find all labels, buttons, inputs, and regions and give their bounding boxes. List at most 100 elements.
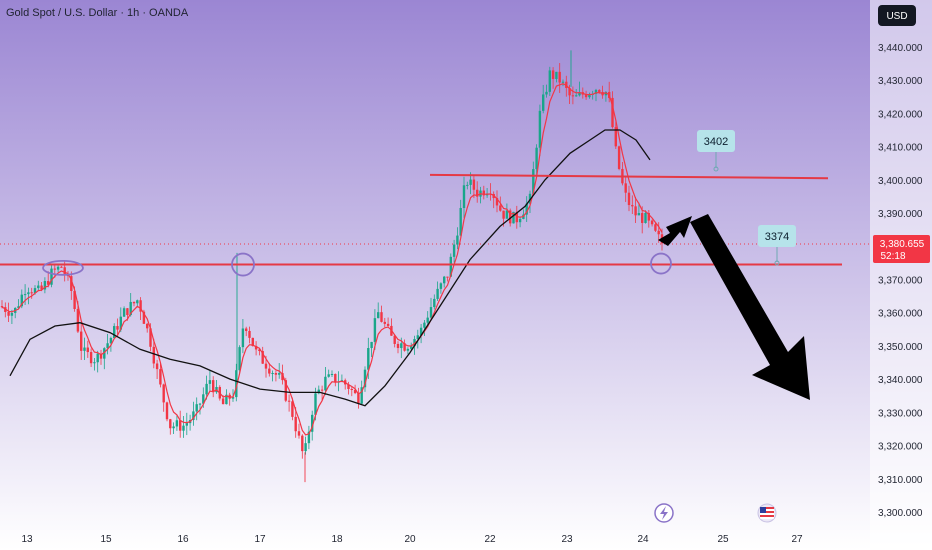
candle-body [637, 213, 641, 216]
candle-body [604, 91, 608, 96]
candle-body [367, 348, 370, 370]
price-tick-label: 3,310.000 [878, 475, 923, 486]
time-tick-label: 25 [717, 534, 729, 545]
candle-body [301, 435, 304, 452]
candle-body [17, 306, 20, 308]
candle-body [538, 110, 542, 148]
callout-label: 3402 [704, 136, 728, 148]
candle-body [179, 420, 182, 431]
touch-circle-right [650, 252, 672, 275]
candle-body [614, 127, 617, 147]
candle-body [122, 308, 126, 317]
candle-body [89, 352, 93, 364]
candle-body [291, 401, 294, 417]
candle-body [334, 373, 337, 383]
candles [0, 50, 664, 483]
time-axis[interactable]: 13 15 16 17 18 20 22 23 24 25 27 [21, 534, 803, 545]
candle-body [396, 343, 400, 349]
time-tick-label: 22 [484, 534, 496, 545]
candle-body [426, 317, 429, 323]
candle-body [624, 183, 627, 193]
candle-body [225, 394, 228, 405]
us-flag-icon[interactable] [757, 503, 777, 523]
candle-body [96, 353, 99, 363]
candle-body [654, 224, 657, 231]
candle-body [287, 400, 291, 402]
candle-body [231, 397, 235, 399]
time-tick-label: 16 [177, 534, 189, 545]
candle-body [23, 294, 27, 296]
candle-body [393, 335, 396, 344]
candle-body [462, 185, 466, 208]
candle-body [165, 402, 169, 420]
candle-body [129, 301, 132, 316]
candle-body [119, 316, 122, 330]
candle-body [347, 384, 350, 389]
candle-body [410, 346, 413, 349]
price-tick-label: 3,320.000 [878, 442, 923, 453]
candle-body [499, 205, 502, 211]
time-tick-label: 20 [404, 534, 416, 545]
candle-body [50, 268, 53, 285]
candle-body [149, 328, 152, 347]
candle-body [578, 92, 581, 96]
candle-body [575, 95, 578, 97]
slow-ma-line [9, 129, 651, 407]
candle-body [294, 416, 297, 432]
candle-body [37, 285, 40, 289]
candle-body [551, 70, 555, 79]
time-tick-label: 24 [637, 534, 649, 545]
candle-body [258, 349, 261, 352]
candle-body [317, 389, 320, 394]
candle-body [139, 300, 142, 312]
candle-body [380, 312, 383, 322]
candle-body [443, 276, 446, 284]
candle-body [512, 211, 515, 224]
price-tick-label: 3,420.000 [878, 109, 923, 120]
touch-circle-middle [231, 252, 255, 277]
resistance-line-3402[interactable] [429, 173, 829, 180]
candle-body [202, 394, 205, 404]
candle-body [459, 207, 462, 236]
candle-body [495, 198, 499, 206]
candle-body [555, 71, 558, 79]
candle-body [314, 393, 317, 415]
candle-body [542, 94, 545, 111]
candle-body [627, 192, 631, 206]
candle-body [571, 95, 575, 97]
candle-body [7, 311, 10, 316]
candle-body [594, 89, 598, 94]
candle-body [33, 288, 37, 293]
candle-body [456, 235, 459, 245]
candle-body [56, 266, 60, 270]
callout-label: 3374 [765, 231, 789, 243]
candle-body [241, 328, 245, 348]
callout-3402[interactable]: 3402 [697, 130, 735, 172]
candle-body [357, 393, 360, 404]
candle-body [126, 308, 129, 316]
candle-body [268, 368, 271, 374]
candle-body [353, 389, 357, 394]
chart-title: Gold Spot / U.S. Dollar · 1h · OANDA [6, 7, 189, 19]
candle-body [631, 205, 634, 207]
candle-body [518, 218, 522, 223]
candle-body [330, 373, 334, 375]
candle-body [644, 213, 647, 223]
currency-button[interactable]: USD [878, 5, 916, 26]
candle-body [545, 91, 548, 95]
price-axis[interactable]: 3,440.000 3,430.000 3,420.000 3,410.000 3,40… [878, 43, 923, 519]
candle-body [476, 189, 479, 197]
candle-body [76, 308, 80, 332]
candle-body [192, 411, 195, 421]
candle-body [324, 376, 327, 391]
callout-3374[interactable]: 3374 [758, 225, 796, 266]
candle-body [472, 179, 476, 190]
candle-body [558, 71, 561, 83]
candle-body [70, 276, 73, 291]
candle-body [449, 256, 452, 277]
candle-body [142, 311, 146, 324]
candle-body [93, 362, 96, 364]
candle-body [360, 387, 363, 404]
lightning-icon[interactable] [654, 503, 674, 523]
